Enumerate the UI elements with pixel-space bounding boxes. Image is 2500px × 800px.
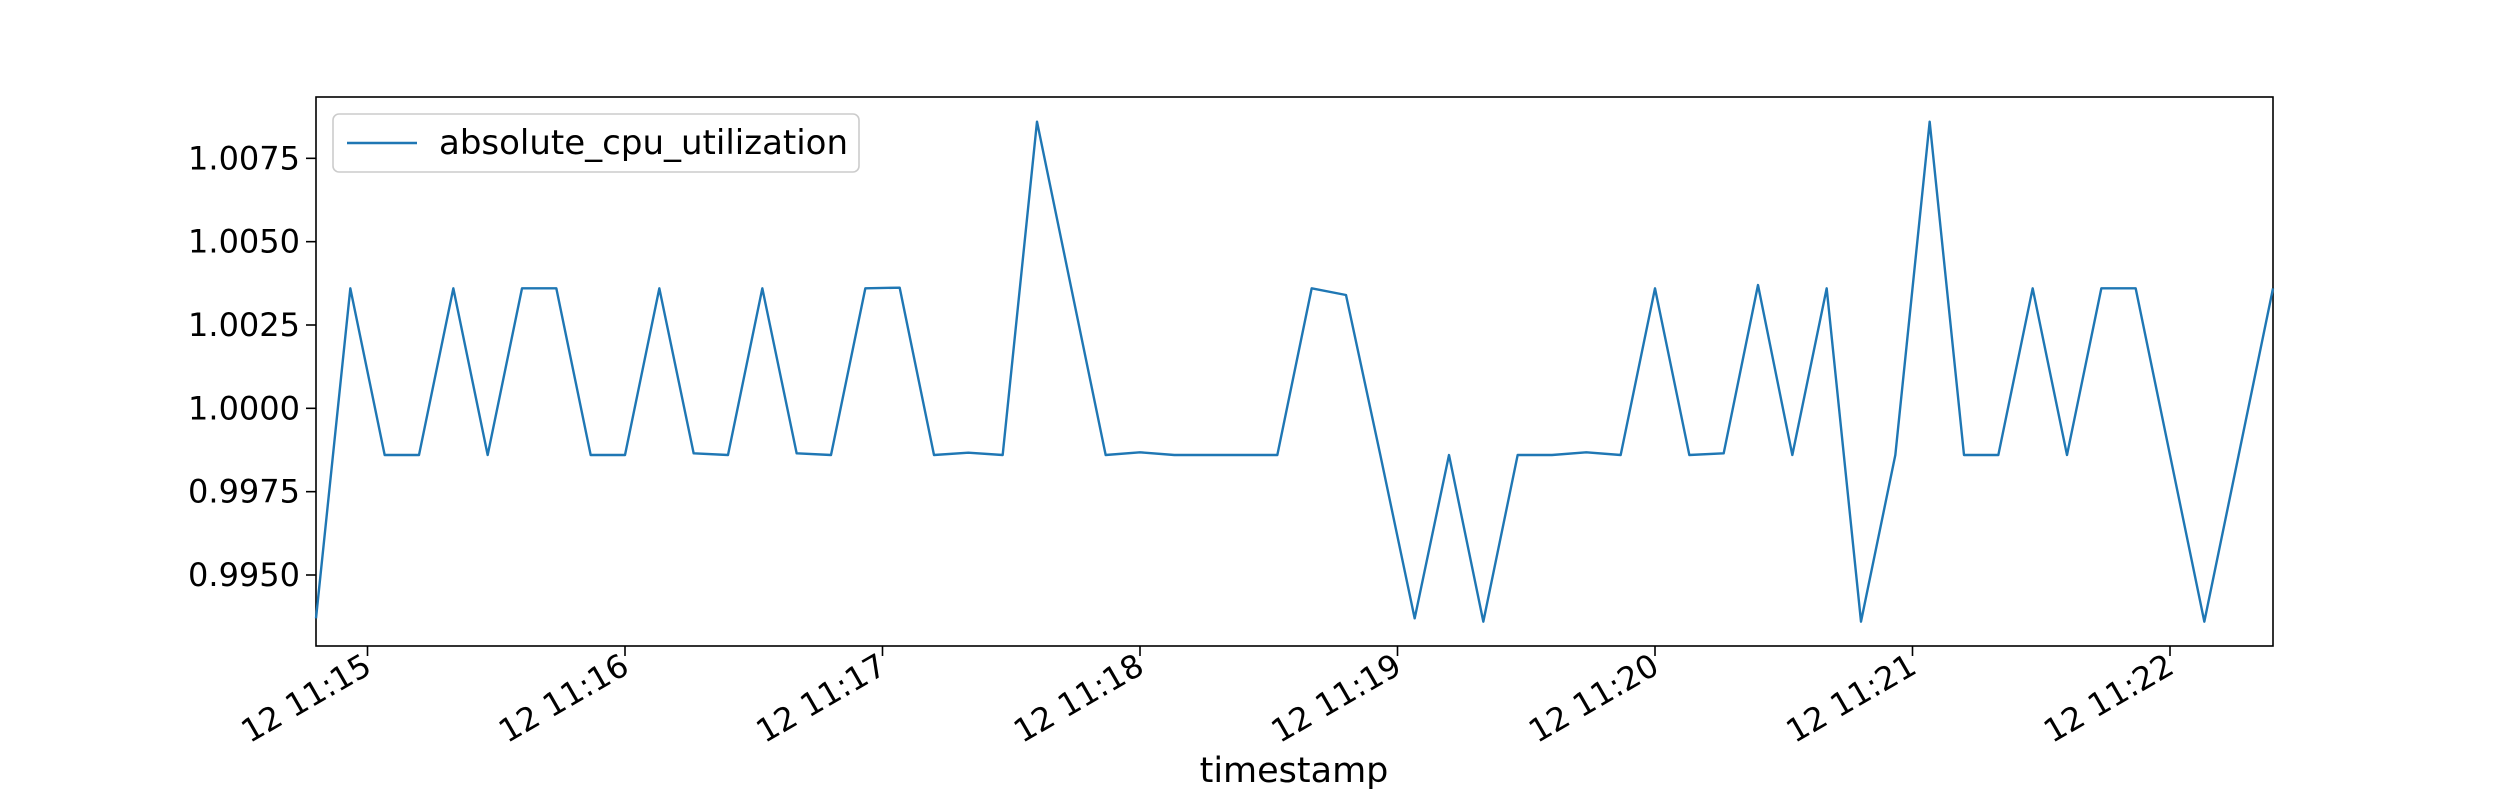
legend-box [332, 113, 860, 173]
x-tick-label: 12 11:19 [1265, 646, 1408, 750]
y-tick-label: 0.9950 [188, 556, 300, 594]
line-series [314, 120, 2275, 623]
y-tick-label: 1.0075 [188, 139, 300, 177]
x-tick-label: 12 11:15 [235, 646, 378, 750]
x-tick-label: 12 11:20 [1522, 646, 1665, 750]
legend-label: absolute_cpu_utilization [439, 123, 848, 163]
x-tick-label: 12 11:21 [1780, 646, 1923, 750]
y-tick-label: 1.0025 [188, 306, 300, 344]
x-axis-label: timestamp [1200, 751, 1389, 791]
x-tick-label: 12 11:16 [492, 646, 635, 750]
y-tick-label: 0.9975 [188, 473, 300, 511]
x-tick-label: 12 11:17 [750, 646, 893, 750]
y-tick-label: 1.0050 [188, 223, 300, 261]
x-tick-label: 12 11:18 [1007, 646, 1150, 750]
y-tick-label: 1.0000 [188, 389, 300, 427]
x-tick-label: 12 11:22 [2037, 646, 2180, 750]
plot-frame [315, 96, 2274, 647]
